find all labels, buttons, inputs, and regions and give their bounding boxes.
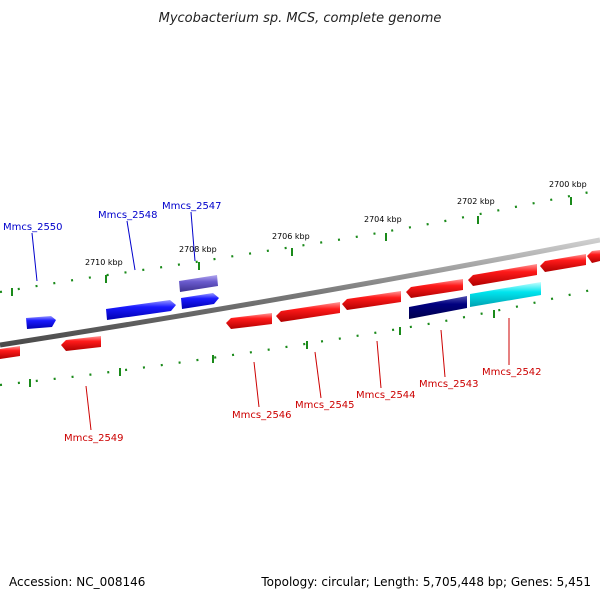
genome-info-text: Topology: circular; Length: 5,705,448 bp…	[260, 575, 591, 589]
gene-mmcs-2550-arrow[interactable]	[26, 316, 56, 329]
gene-label-mmcs-2549[interactable]: Mmcs_2549	[64, 433, 124, 444]
gene-label-mmcs-2542[interactable]: Mmcs_2542	[482, 367, 542, 378]
major-ticks	[11, 197, 572, 387]
page-title: Mycobacterium sp. MCS, complete genome	[159, 11, 442, 26]
kbp-label-2702: 2702 kbp	[457, 197, 495, 206]
kbp-label-2706: 2706 kbp	[272, 232, 310, 241]
gene-mmcs-2547-arrow[interactable]	[179, 275, 219, 309]
kbp-label-2700: 2700 kbp	[549, 180, 587, 189]
inner-tick-track	[0, 286, 600, 387]
gene-mmcs-2542-arrow[interactable]	[468, 264, 541, 307]
gene-label-mmcs-2546[interactable]: Mmcs_2546	[232, 410, 292, 421]
gene-label-mmcs-2544[interactable]: Mmcs_2544	[356, 390, 416, 401]
gene-mmcs-2543-arrow[interactable]	[406, 279, 467, 319]
gene-mmcs-2548-arrow[interactable]	[106, 300, 176, 320]
forward-leader-lines	[31, 211, 196, 282]
accession-text: Accession: NC_008146	[9, 575, 145, 589]
reverse-leader-lines	[85, 318, 510, 431]
gene-label-mmcs-2547[interactable]: Mmcs_2547	[162, 201, 222, 212]
gene-mmcs-2545-arrow[interactable]	[276, 302, 340, 322]
kbp-label-2710: 2710 kbp	[85, 258, 123, 267]
genome-backbone	[0, 237, 600, 348]
gene-mmcs-2546-arrow[interactable]	[226, 313, 272, 329]
gene-next-arrow-1[interactable]	[540, 254, 586, 272]
gene-mmcs-2549-arrow[interactable]	[0, 336, 101, 359]
gene-label-mmcs-2545[interactable]: Mmcs_2545	[295, 400, 355, 411]
gene-label-mmcs-2548[interactable]: Mmcs_2548	[98, 210, 158, 221]
gene-next-arrow-2[interactable]	[587, 250, 600, 263]
gene-label-mmcs-2550[interactable]: Mmcs_2550	[3, 222, 63, 233]
kbp-label-2704: 2704 kbp	[364, 215, 402, 224]
kbp-label-2708: 2708 kbp	[179, 245, 217, 254]
gene-mmcs-2544-arrow[interactable]	[342, 291, 401, 310]
gene-label-mmcs-2543[interactable]: Mmcs_2543	[419, 379, 479, 390]
